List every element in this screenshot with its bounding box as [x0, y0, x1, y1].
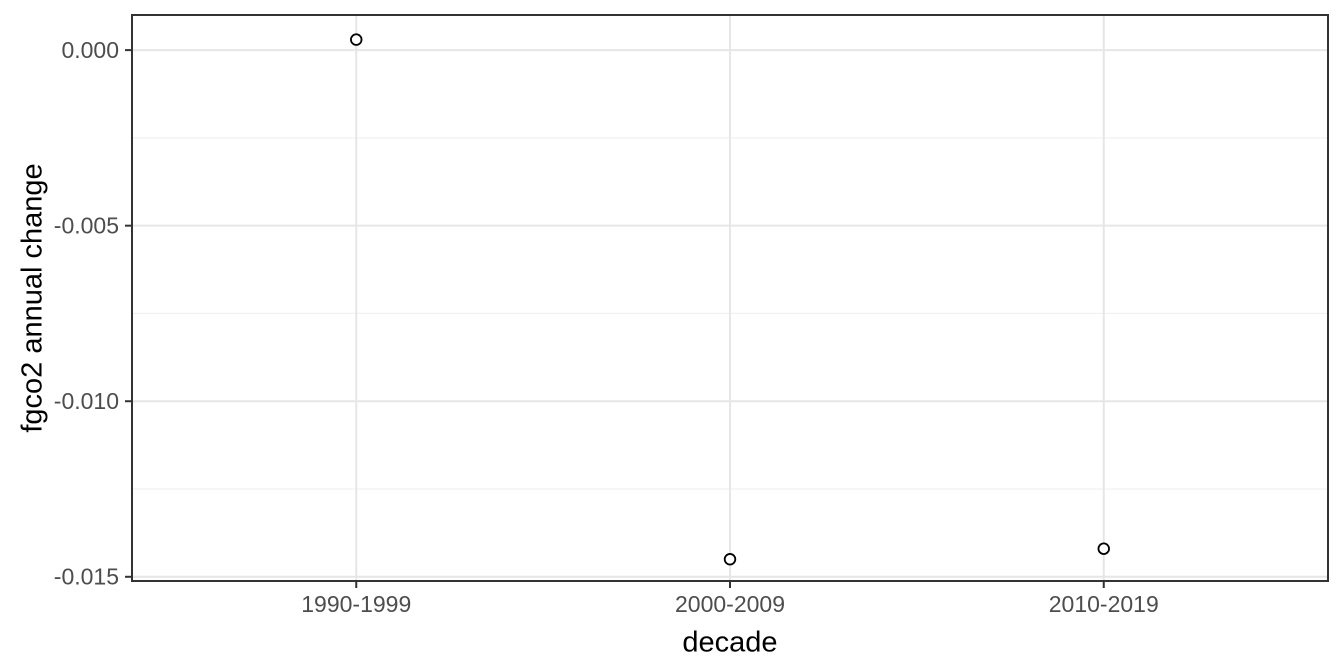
y-axis-title: fgco2 annual change: [16, 163, 49, 433]
x-tick-label: 2010-2019: [1049, 591, 1159, 617]
y-tick-label: -0.010: [54, 388, 119, 414]
y-tick-label: 0.000: [61, 37, 119, 63]
y-tick-label: -0.005: [54, 212, 119, 238]
x-tick-label: 2000-2009: [675, 591, 785, 617]
x-axis-title: decade: [682, 626, 778, 659]
data-point: [1097, 542, 1110, 555]
y-tick-label: -0.015: [54, 564, 119, 590]
data-point: [723, 553, 737, 566]
data-point: [350, 33, 363, 46]
x-tick-label: 1990-1999: [301, 591, 411, 617]
